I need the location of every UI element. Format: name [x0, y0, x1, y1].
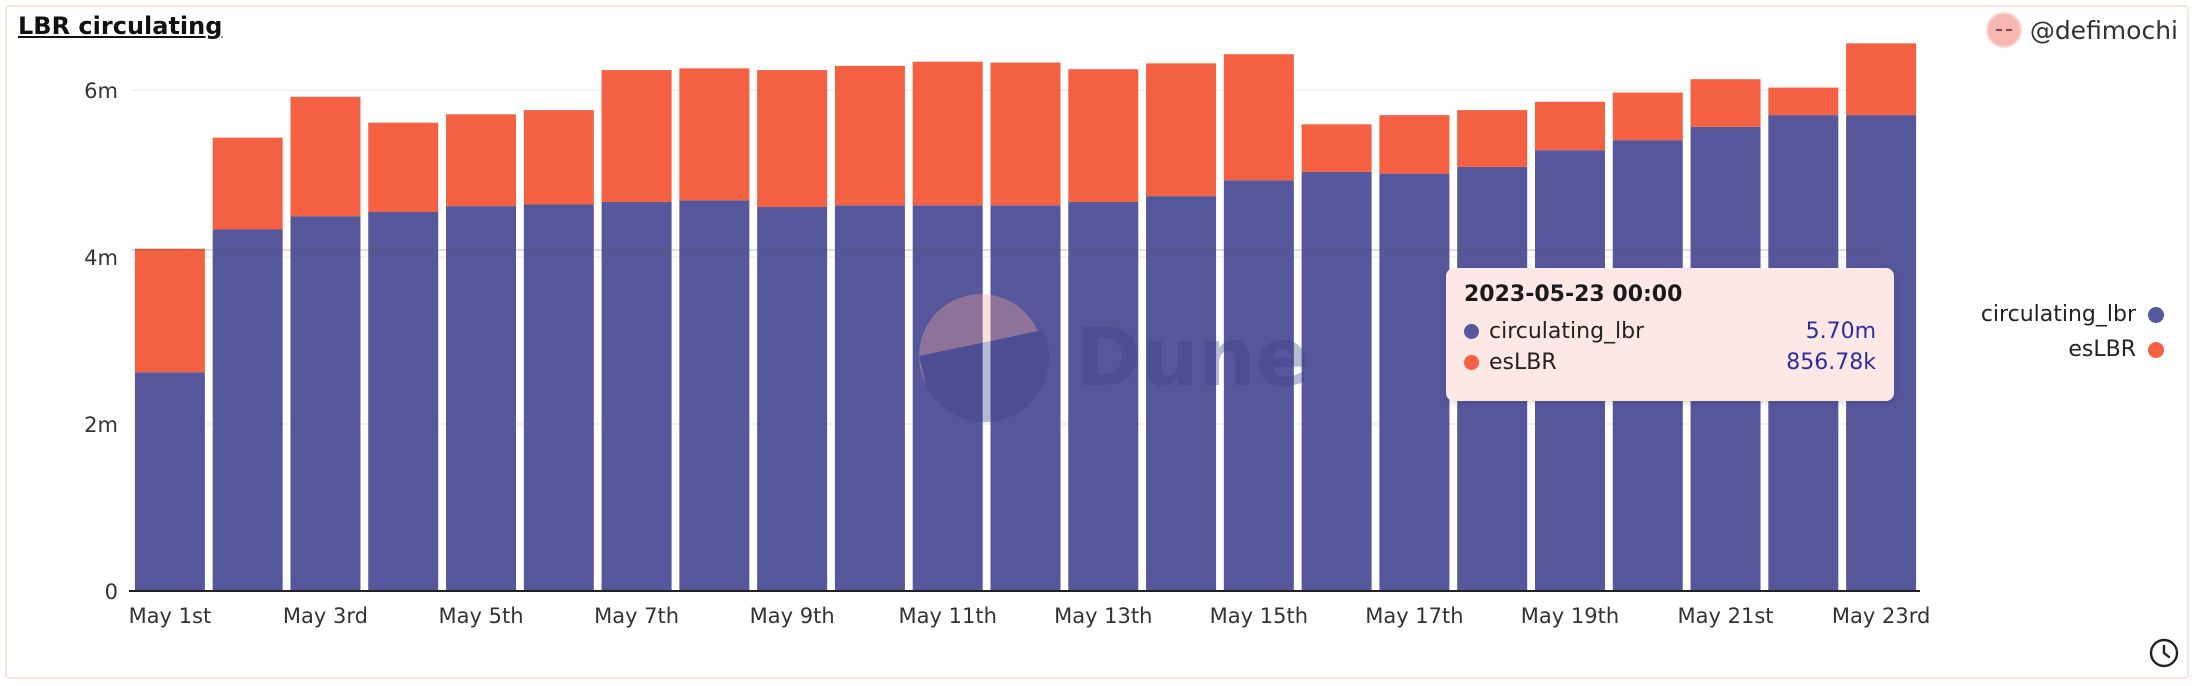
bar-eslbr — [1690, 79, 1761, 127]
tooltip-row: esLBR 856.78k — [1464, 350, 1876, 375]
x-tick-label: May 3rd — [283, 604, 368, 628]
clock-icon[interactable] — [2148, 637, 2180, 669]
y-tick-label: 2m — [84, 413, 118, 437]
dashboard-card — [5, 5, 2189, 679]
x-tick-label: May 17th — [1365, 604, 1463, 628]
bar-eslbr — [601, 70, 672, 202]
bar-circulating-lbr — [134, 372, 205, 591]
watermark-text: Dune — [1075, 311, 1310, 404]
legend-dot-icon — [2148, 306, 2164, 323]
bar-eslbr — [1068, 69, 1139, 202]
x-tick-label: May 9th — [750, 604, 835, 628]
bar-circulating-lbr — [1068, 201, 1139, 591]
bar-circulating-lbr — [1223, 180, 1294, 591]
bar-circulating-lbr — [679, 200, 750, 592]
bar-eslbr — [757, 70, 828, 207]
author-badge[interactable]: @defimochi — [1985, 12, 2178, 48]
tooltip-value: 5.70m — [1805, 319, 1876, 344]
y-tick-label: 6m — [84, 79, 118, 103]
y-tick-label: 4m — [84, 246, 118, 270]
bar-eslbr — [1768, 87, 1839, 116]
bar-eslbr — [290, 96, 361, 217]
bar-eslbr — [368, 122, 439, 212]
bar-circulating-lbr — [757, 206, 828, 591]
x-tick-label: May 21st — [1678, 604, 1774, 628]
bar-eslbr — [1612, 92, 1683, 141]
bar-circulating-lbr — [1379, 173, 1450, 592]
bar-circulating-lbr — [990, 205, 1061, 592]
chart-tooltip: 2023-05-23 00:00 circulating_lbr 5.70m e… — [1446, 268, 1894, 401]
x-tick-label: May 11th — [899, 604, 997, 628]
chart-title[interactable]: LBR circulating — [18, 12, 223, 40]
bar-eslbr — [1846, 43, 1917, 116]
x-tick-label: May 23rd — [1832, 604, 1930, 628]
chart-legend: circulating_lbr esLBR — [1981, 302, 2164, 372]
bar-eslbr — [990, 62, 1061, 206]
bar-eslbr — [1534, 101, 1605, 151]
legend-item-circulating[interactable]: circulating_lbr — [1981, 302, 2164, 327]
bar-eslbr — [912, 61, 983, 206]
bar-circulating-lbr — [834, 205, 905, 592]
series-dot-icon — [1464, 324, 1479, 339]
bar-circulating-lbr — [368, 211, 439, 591]
bar-eslbr — [1379, 115, 1450, 174]
bar-circulating-lbr — [1146, 196, 1217, 591]
bar-eslbr — [212, 137, 283, 230]
bar-eslbr — [679, 68, 750, 201]
tooltip-row: circulating_lbr 5.70m — [1464, 319, 1876, 344]
avatar — [1985, 12, 2022, 48]
bar-eslbr — [1146, 63, 1217, 197]
dune-watermark-icon: Dune — [919, 294, 1310, 423]
legend-label: circulating_lbr — [1980, 302, 2136, 327]
y-tick-label: 0 — [105, 580, 118, 604]
legend-item-eslbr[interactable]: esLBR — [1981, 337, 2164, 362]
author-name[interactable]: @defimochi — [2029, 15, 2178, 45]
tooltip-value: 856.78k — [1786, 350, 1876, 375]
x-tick-label: May 1st — [129, 604, 212, 628]
x-tick-label: May 15th — [1210, 604, 1308, 628]
series-dot-icon — [1464, 355, 1479, 370]
bar-circulating-lbr — [290, 216, 361, 592]
bar-circulating-lbr — [601, 201, 672, 591]
bar-eslbr — [1223, 54, 1294, 181]
tooltip-label: esLBR — [1489, 350, 1557, 375]
legend-dot-icon — [2148, 341, 2164, 358]
bar-eslbr — [834, 65, 905, 206]
x-tick-label: May 5th — [439, 604, 524, 628]
x-tick-label: May 13th — [1054, 604, 1152, 628]
x-tick-label: May 7th — [594, 604, 679, 628]
bar-eslbr — [134, 248, 205, 373]
tooltip-label: circulating_lbr — [1489, 319, 1645, 344]
bar-eslbr — [1301, 124, 1372, 172]
tooltip-title: 2023-05-23 00:00 — [1464, 282, 1683, 307]
bar-circulating-lbr — [523, 204, 594, 591]
bar-eslbr — [523, 110, 594, 205]
bar-eslbr — [446, 114, 517, 207]
bar-circulating-lbr — [912, 205, 983, 592]
bar-circulating-lbr — [212, 229, 283, 591]
bar-eslbr — [1457, 110, 1528, 167]
legend-label: esLBR — [2068, 337, 2136, 362]
bar-circulating-lbr — [1301, 171, 1372, 591]
x-tick-label: May 19th — [1521, 604, 1619, 628]
bar-circulating-lbr — [446, 206, 517, 592]
